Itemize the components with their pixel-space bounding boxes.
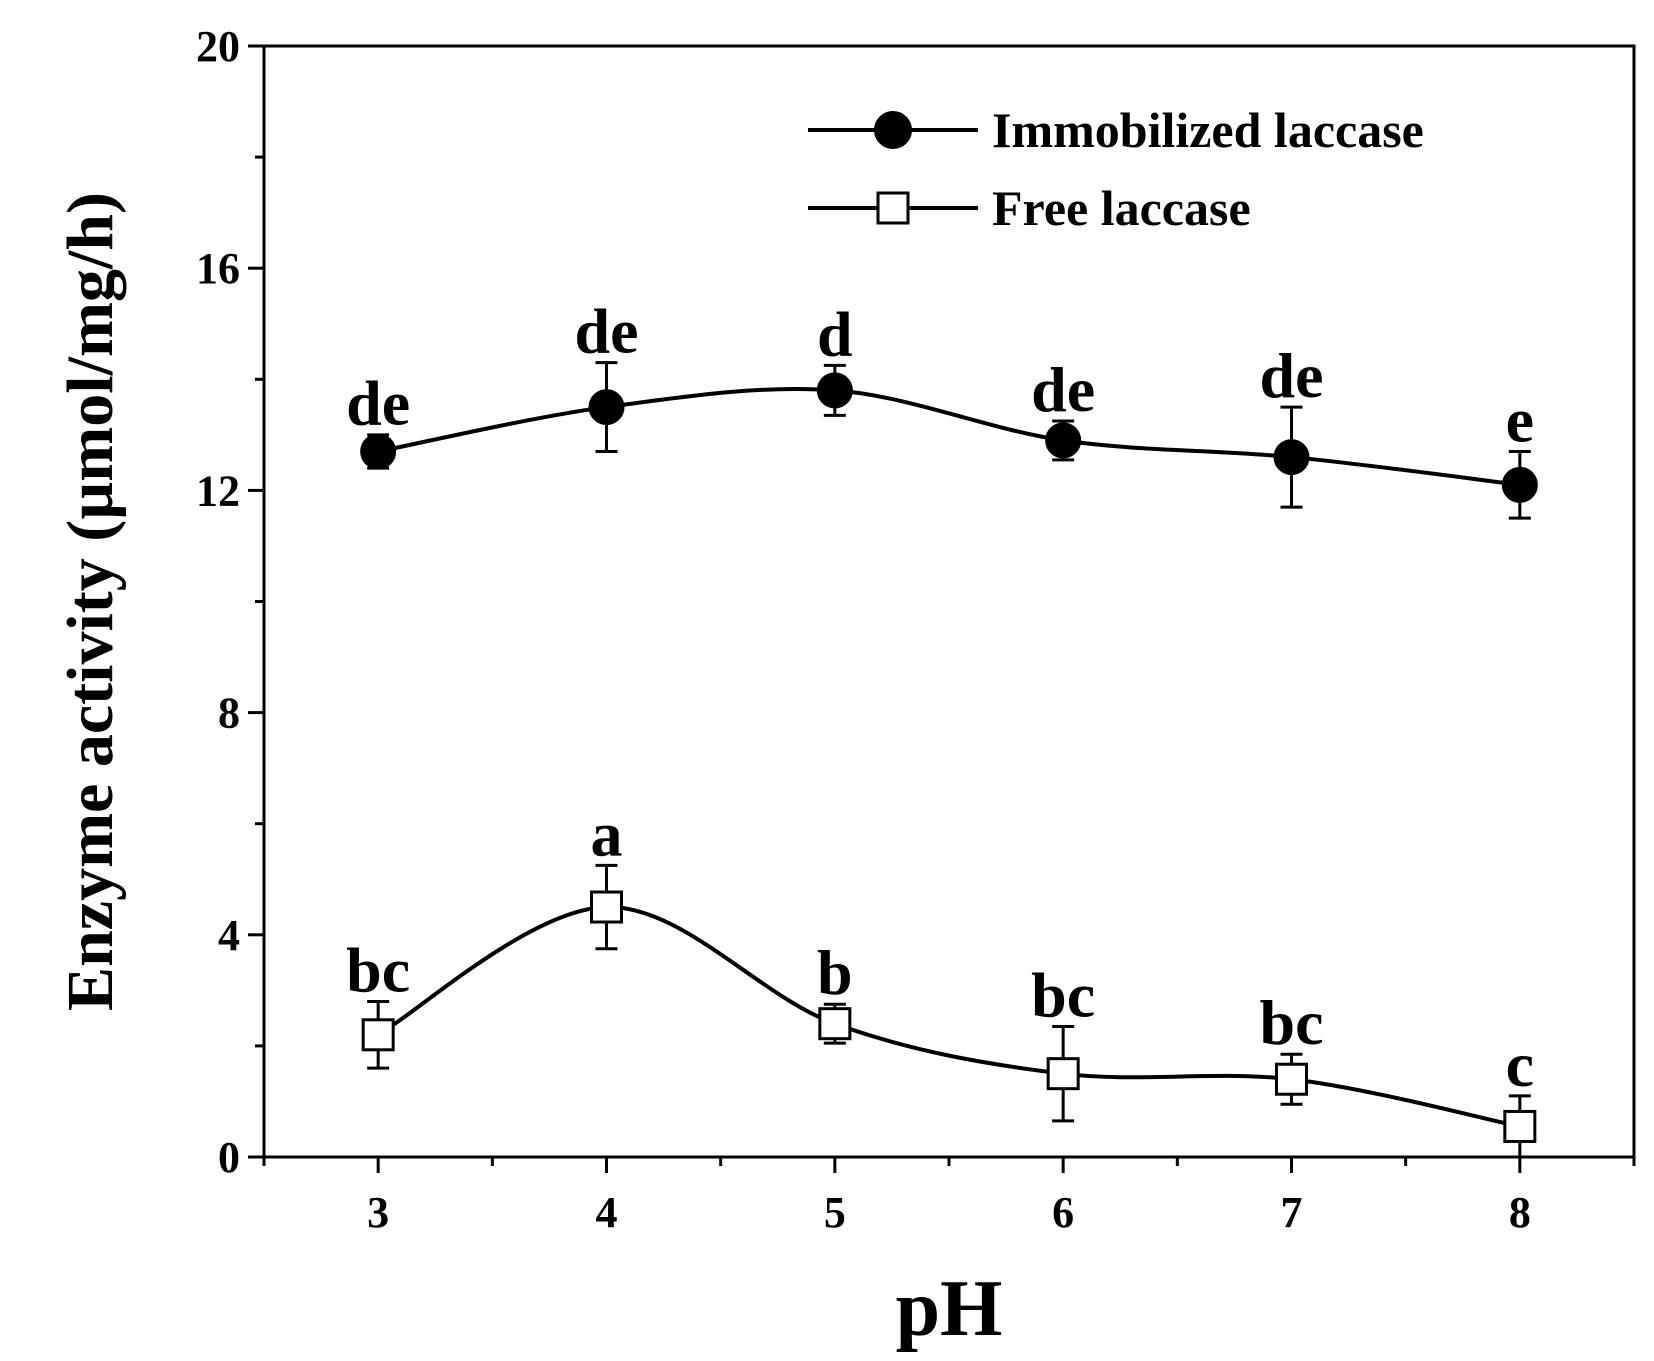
- x-tick-label: 5: [824, 1188, 846, 1237]
- y-tick-label: 20: [196, 22, 240, 71]
- data-point: [360, 433, 397, 470]
- series-line-1: [377, 905, 1521, 1129]
- data-point: [1275, 1062, 1308, 1096]
- data-point: [1046, 1057, 1080, 1091]
- x-tick-label: 8: [1509, 1188, 1531, 1237]
- data-point: [590, 890, 623, 924]
- data-point: [816, 372, 853, 409]
- legend-entry-1: Free laccase: [992, 180, 1251, 236]
- y-tick-label: 16: [196, 244, 240, 293]
- x-tick-label: 7: [1281, 1188, 1303, 1237]
- data-point: [818, 1007, 852, 1041]
- y-tick-label: 12: [196, 466, 240, 515]
- data-point: [1501, 466, 1538, 503]
- data-label: de: [1260, 340, 1324, 411]
- data-label: c: [1506, 1029, 1534, 1100]
- x-tick-label: 3: [367, 1188, 389, 1237]
- data-label: de: [1031, 354, 1095, 425]
- y-axis-title: Enzyme activity (µmol/mg/h): [54, 192, 127, 1011]
- y-tick-label: 0: [218, 1133, 240, 1182]
- data-point: [1045, 422, 1082, 459]
- y-tick-label: 8: [218, 689, 240, 738]
- x-axis-title: pH: [896, 1265, 1003, 1353]
- x-tick-label: 6: [1052, 1188, 1074, 1237]
- data-label: bc: [346, 934, 410, 1005]
- data-label: a: [591, 798, 623, 869]
- data-label: d: [817, 298, 853, 369]
- data-point: [588, 389, 625, 426]
- series-line-0: [377, 387, 1521, 487]
- data-label: de: [346, 368, 410, 439]
- data-point: [361, 1018, 395, 1052]
- marker-layer: [360, 361, 1538, 1159]
- axis-layer: 0 4 8 12 16 20 3 4 5 6 7 8: [196, 22, 1636, 1237]
- data-label: e: [1506, 385, 1534, 456]
- label-layer: de de d de de e bc a b bc bc c: [346, 296, 1534, 1100]
- y-tick-label: 4: [218, 911, 240, 960]
- data-label: b: [817, 937, 853, 1008]
- data-label: bc: [1031, 959, 1095, 1030]
- data-label: bc: [1260, 987, 1324, 1058]
- series-layer: [377, 387, 1521, 1129]
- x-tick-label: 4: [596, 1188, 618, 1237]
- legend-entry-0: Immobilized laccase: [992, 102, 1424, 158]
- legend-marker-0: [874, 111, 912, 149]
- legend-marker-1: [876, 191, 910, 225]
- legend: Immobilized laccase Free laccase: [808, 102, 1424, 236]
- data-point: [1273, 439, 1310, 476]
- data-point: [1503, 1109, 1537, 1143]
- data-label: de: [575, 296, 639, 367]
